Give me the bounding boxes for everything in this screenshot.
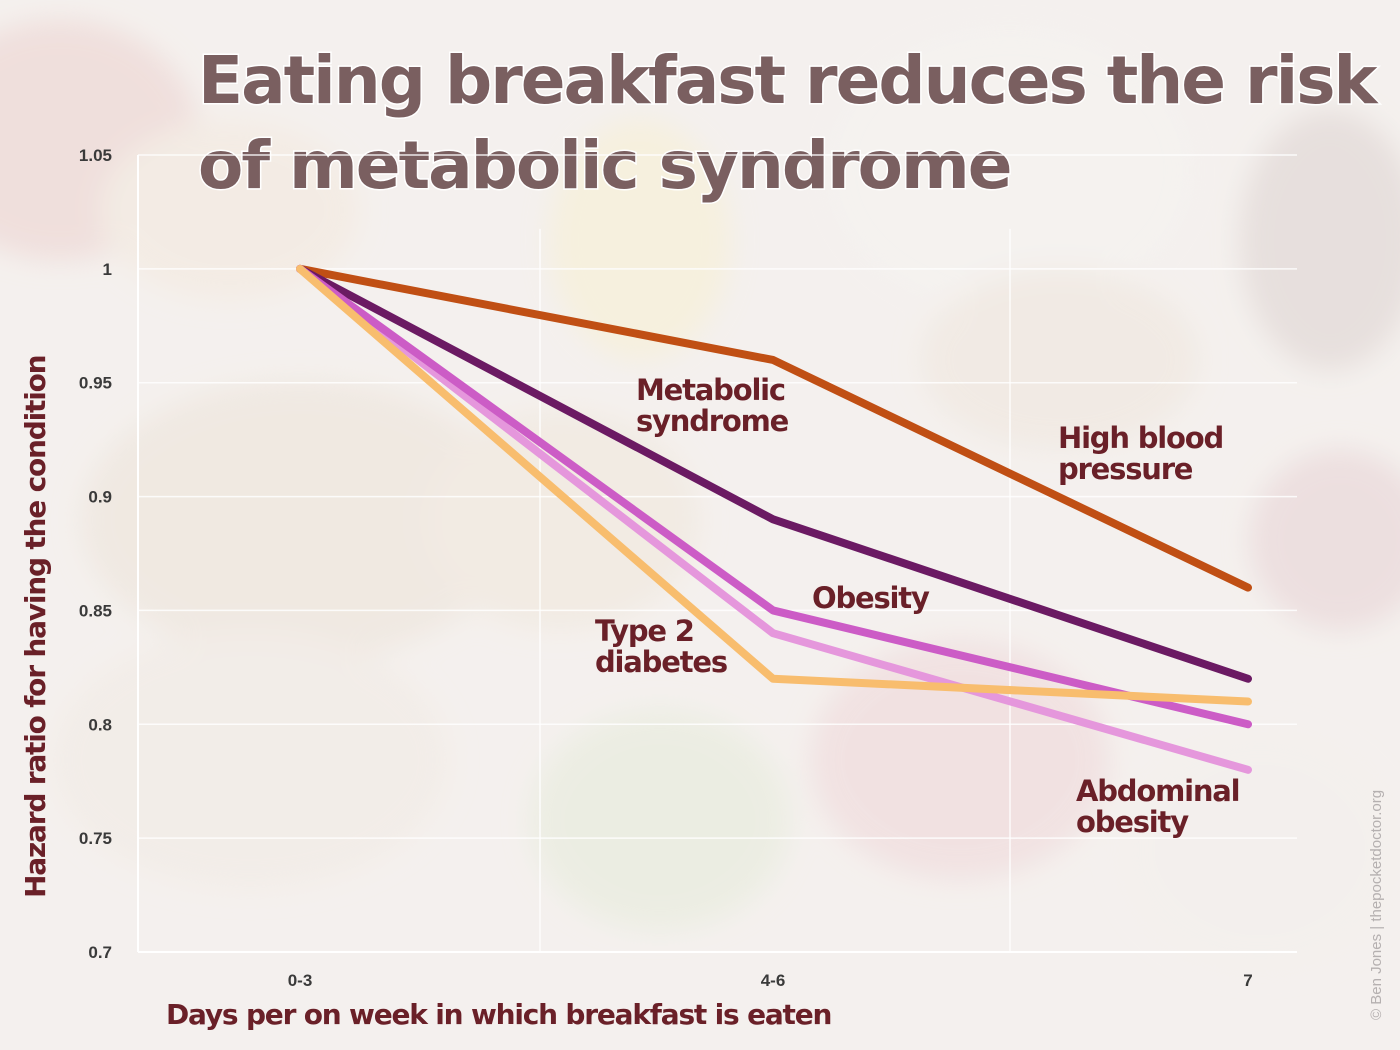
series-label-obesity: Obesity	[812, 581, 930, 615]
y-tick-label: 1.05	[79, 146, 112, 165]
series-lines	[296, 264, 1252, 774]
y-tick-label: 1	[103, 260, 112, 279]
title-line-1: Eating breakfast reduces the risk	[198, 42, 1379, 119]
title-line-2: of metabolic syndrome	[198, 127, 1011, 204]
series-line-high-blood-pressure	[296, 264, 1252, 592]
x-tick-labels: 0-3 4-6 7	[288, 971, 1253, 990]
series-line-metabolic-syndrome	[296, 264, 1252, 683]
x-tick-label: 0-3	[288, 971, 313, 990]
series-label-high-blood-pressure: High blood pressure	[1058, 421, 1223, 486]
series-label-abdominal-obesity: Abdominal obesity	[1076, 774, 1239, 839]
y-tick-label: 0.85	[79, 601, 112, 620]
y-tick-label: 0.7	[88, 943, 112, 962]
y-tick-label: 0.9	[88, 488, 112, 507]
chart-title: Eating breakfast reduces the risk of met…	[197, 41, 1383, 206]
series-label-type-2-diabetes: Type 2 diabetes	[595, 614, 727, 679]
x-tick-label: 4-6	[761, 971, 786, 990]
y-tick-label: 0.75	[79, 829, 112, 848]
y-tick-label: 0.95	[79, 374, 112, 393]
series-label-metabolic-syndrome: Metabolic syndrome	[636, 373, 789, 438]
series-line-obesity	[296, 264, 1252, 729]
x-axis-label: Days per on week in which breakfast is e…	[166, 998, 831, 1031]
series-line-type-2-diabetes	[296, 264, 1252, 706]
y-axis-label: Hazard ratio for having the condition	[19, 356, 52, 898]
series-labels: High blood pressure Metabolic syndrome Abdom…	[595, 373, 1241, 839]
axes	[137, 155, 1297, 953]
y-tick-labels: 1.05 1 0.95 0.9 0.85 0.8 0.75 0.7	[79, 146, 112, 962]
series-line-abdominal-obesity	[296, 264, 1252, 774]
x-tick-label: 7	[1243, 971, 1252, 990]
y-tick-label: 0.8	[88, 715, 112, 734]
credit-text: © Ben Jones | thepocketdoctor.org	[1368, 790, 1385, 1020]
